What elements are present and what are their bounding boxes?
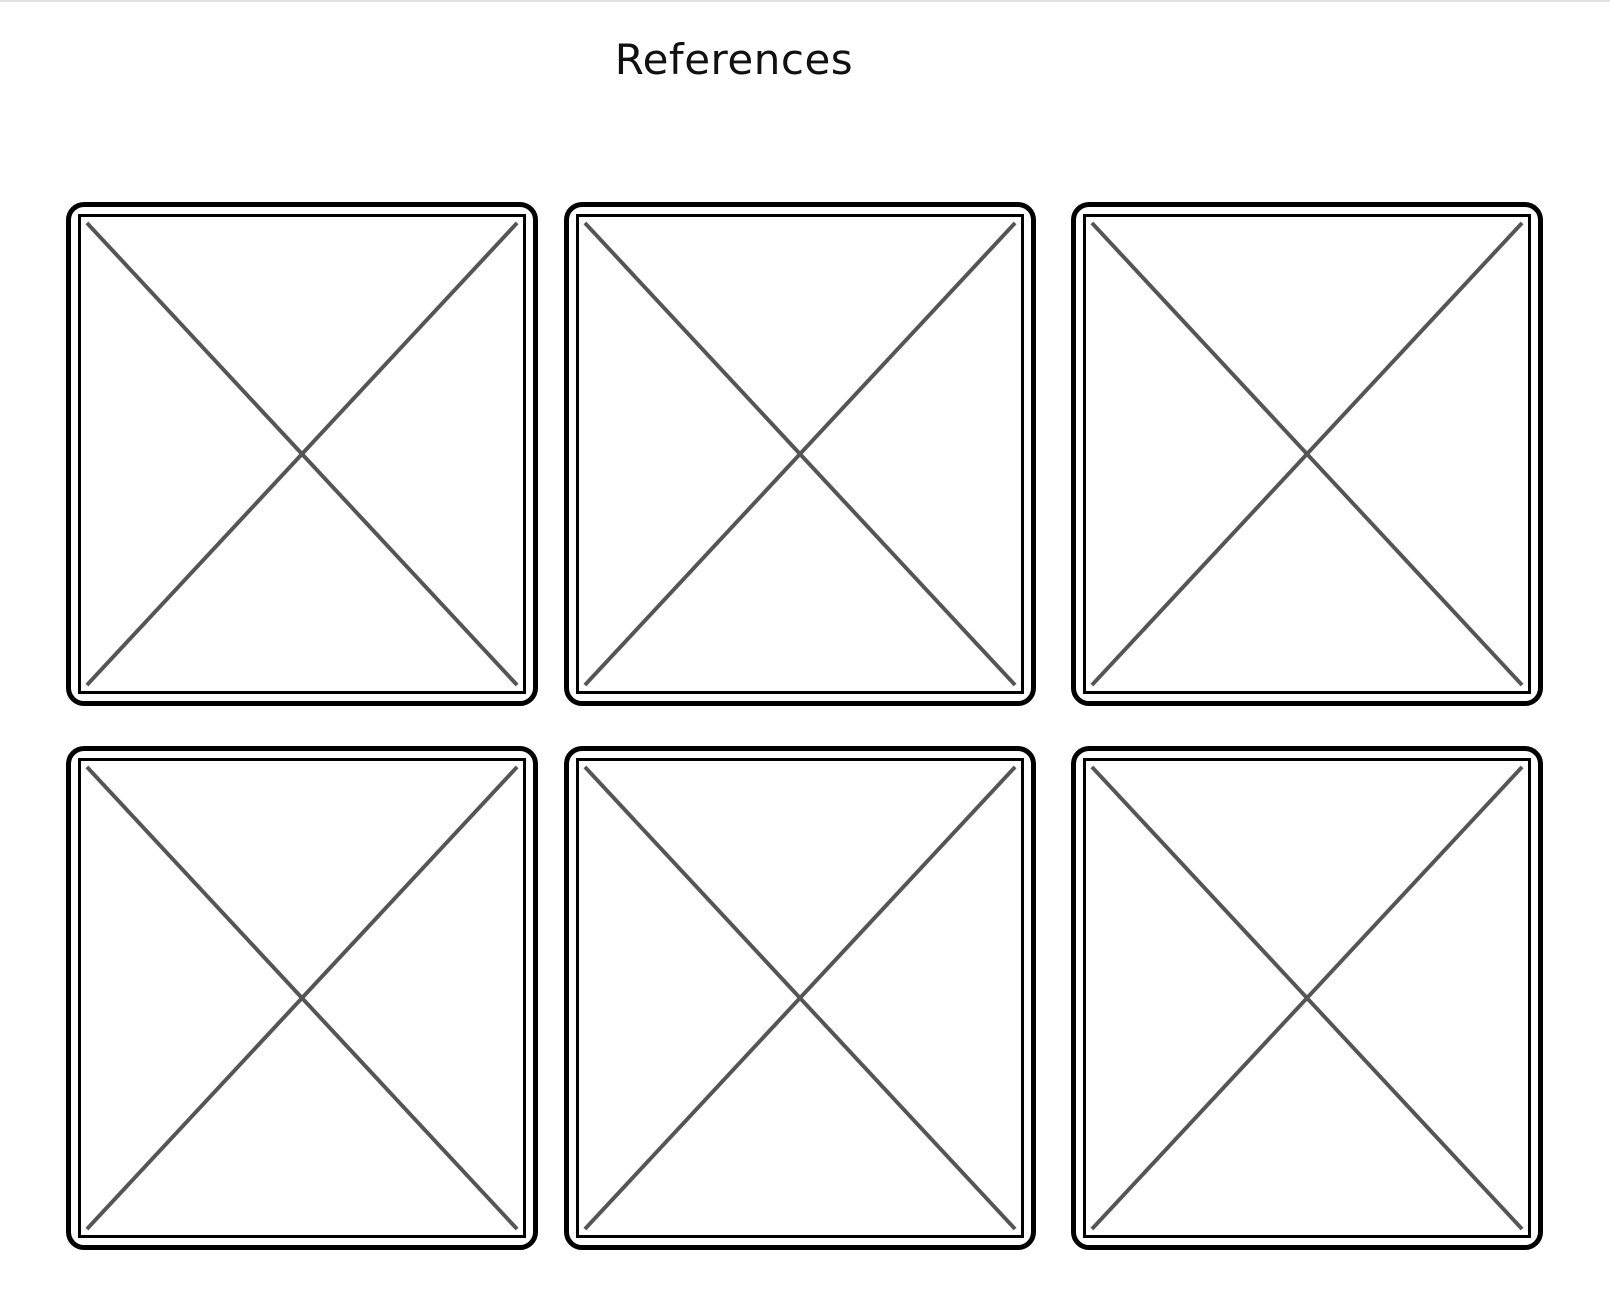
image-placeholder-icon bbox=[1090, 221, 1524, 687]
reference-card-6[interactable] bbox=[1071, 746, 1543, 1250]
page-title: References bbox=[614, 35, 854, 84]
reference-card-2[interactable] bbox=[564, 202, 1036, 706]
image-placeholder-icon bbox=[583, 221, 1017, 687]
image-placeholder-icon bbox=[85, 765, 519, 1231]
image-placeholder bbox=[576, 214, 1024, 694]
image-placeholder bbox=[576, 758, 1024, 1238]
image-placeholder bbox=[1083, 214, 1531, 694]
top-divider bbox=[0, 0, 1610, 2]
image-placeholder-icon bbox=[85, 221, 519, 687]
image-placeholder-icon bbox=[1090, 765, 1524, 1231]
reference-card-1[interactable] bbox=[66, 202, 538, 706]
reference-card-4[interactable] bbox=[66, 746, 538, 1250]
image-placeholder bbox=[78, 758, 526, 1238]
image-placeholder-icon bbox=[583, 765, 1017, 1231]
reference-card-3[interactable] bbox=[1071, 202, 1543, 706]
image-placeholder bbox=[1083, 758, 1531, 1238]
reference-card-5[interactable] bbox=[564, 746, 1036, 1250]
image-placeholder bbox=[78, 214, 526, 694]
